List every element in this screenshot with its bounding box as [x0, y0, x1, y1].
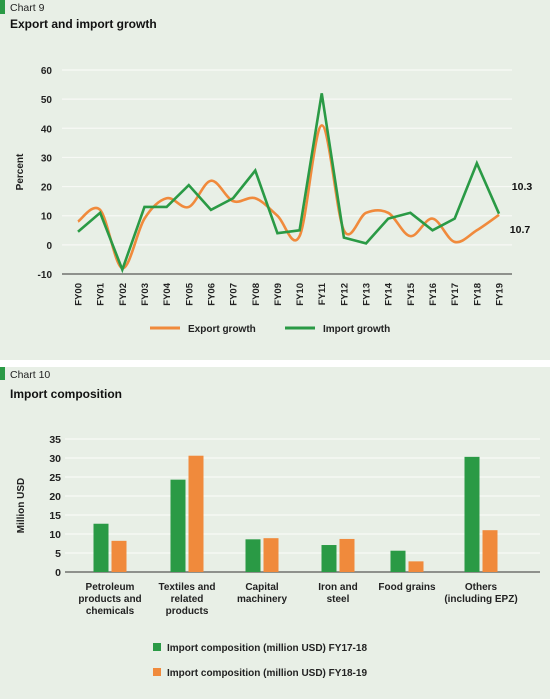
bar-fy18-19 [263, 538, 279, 572]
bar-fy17-18 [245, 539, 261, 572]
bar-fy18-19 [482, 530, 498, 572]
y-axis-label: Million USD [16, 478, 27, 534]
chart10-number: Chart 10 [10, 369, 51, 381]
x-category-label: Capital [245, 582, 279, 593]
x-category-label: Petroleum [86, 582, 135, 593]
x-category-label: (including EPZ) [444, 594, 517, 605]
x-category-label: Others [465, 582, 498, 593]
line-chart: -10 0 10 20 30 40 50 60 Percent FY00 FY01 FY02 FY03 F… [15, 66, 533, 335]
x-tick-label: FY08 [251, 283, 262, 306]
chart9-tag [0, 0, 5, 14]
x-category-label: chemicals [86, 606, 135, 617]
y-tick-label: 20 [41, 183, 53, 194]
y-tick-label: 5 [55, 548, 61, 560]
y-tick-label: 10 [41, 212, 53, 223]
chart9-title: Export and import growth [10, 17, 157, 31]
x-tick-label: FY15 [406, 282, 417, 305]
y-tick-label: 0 [46, 241, 52, 252]
bar-fy18-19 [339, 538, 355, 572]
x-tick-label: FY13 [362, 283, 373, 306]
x-tick-label: FY05 [184, 282, 195, 305]
annotation-import-last: 10.7 [510, 224, 531, 236]
bar-fy17-18 [464, 456, 480, 572]
y-tick-label: 60 [41, 66, 53, 77]
x-tick-label: FY19 [495, 283, 506, 306]
legend-label-import: Import growth [323, 324, 390, 335]
x-tick-label: FY03 [140, 283, 151, 306]
bar-fy17-18 [170, 479, 186, 572]
y-axis-label: Percent [15, 153, 26, 190]
bar-fy18-19 [408, 561, 424, 572]
x-tick-label: FY04 [162, 282, 173, 305]
y-tick-label: 35 [49, 434, 61, 446]
x-category-label: products and [78, 594, 141, 605]
annotation-export-last: 10.3 [512, 181, 533, 193]
x-category-label: Textiles and [158, 582, 215, 593]
y-tick-label: 0 [55, 567, 61, 579]
x-tick-label: FY09 [273, 283, 284, 306]
chart9-panel: Chart 9 Export and import growth -10 0 10 2… [0, 0, 550, 360]
legend-label-fy17-18: Import composition (million USD) FY17-18 [167, 643, 367, 654]
x-tick-label: FY18 [472, 283, 483, 306]
legend-label-export: Export growth [188, 324, 256, 335]
x-tick-label: FY17 [450, 283, 461, 306]
chart10-tag [0, 367, 5, 380]
y-tick-label: 10 [49, 529, 61, 541]
x-category-label: Food grains [378, 582, 436, 593]
x-tick-label: FY14 [384, 282, 395, 305]
chart10-panel: Chart 10 Import composition 0 5 10 15 20 25 30… [0, 367, 550, 699]
x-tick-label: FY07 [229, 283, 240, 306]
x-tick-label: FY01 [96, 282, 107, 305]
legend-swatch-fy18-19 [153, 668, 161, 676]
x-tick-label: FY12 [339, 283, 350, 306]
x-category-label: products [166, 606, 209, 617]
y-tick-label: 20 [49, 491, 61, 503]
x-category-label: machinery [237, 594, 287, 605]
x-category-label: related [171, 594, 204, 605]
x-tick-label: FY10 [295, 283, 306, 306]
bar-fy17-18 [321, 545, 337, 572]
bar-fy18-19 [188, 455, 204, 572]
x-category-label: Iron and [318, 582, 357, 593]
bar-fy17-18 [390, 550, 406, 572]
y-tick-label: 40 [41, 124, 53, 135]
bar-fy18-19 [111, 540, 127, 572]
x-tick-label: FY11 [317, 282, 328, 305]
y-tick-label: 50 [41, 95, 53, 106]
y-tick-label: 30 [41, 153, 53, 164]
y-tick-label: 25 [49, 472, 61, 484]
import-growth-line [77, 93, 501, 274]
x-tick-label: FY02 [118, 283, 129, 306]
legend-swatch-fy17-18 [153, 643, 161, 651]
x-tick-label: FY00 [74, 283, 85, 306]
x-category-label: steel [327, 594, 350, 605]
bar-fy17-18 [93, 523, 109, 572]
x-tick-label: FY16 [428, 283, 439, 306]
export-growth-line [77, 124, 500, 270]
y-tick-label: 15 [49, 510, 61, 522]
chart10-title: Import composition [10, 387, 122, 401]
legend-label-fy18-19: Import composition (million USD) FY18-19 [167, 668, 367, 679]
x-tick-label: FY06 [206, 283, 217, 306]
y-tick-label: 30 [49, 453, 61, 465]
y-tick-label: -10 [38, 270, 53, 281]
chart9-number: Chart 9 [10, 2, 45, 14]
